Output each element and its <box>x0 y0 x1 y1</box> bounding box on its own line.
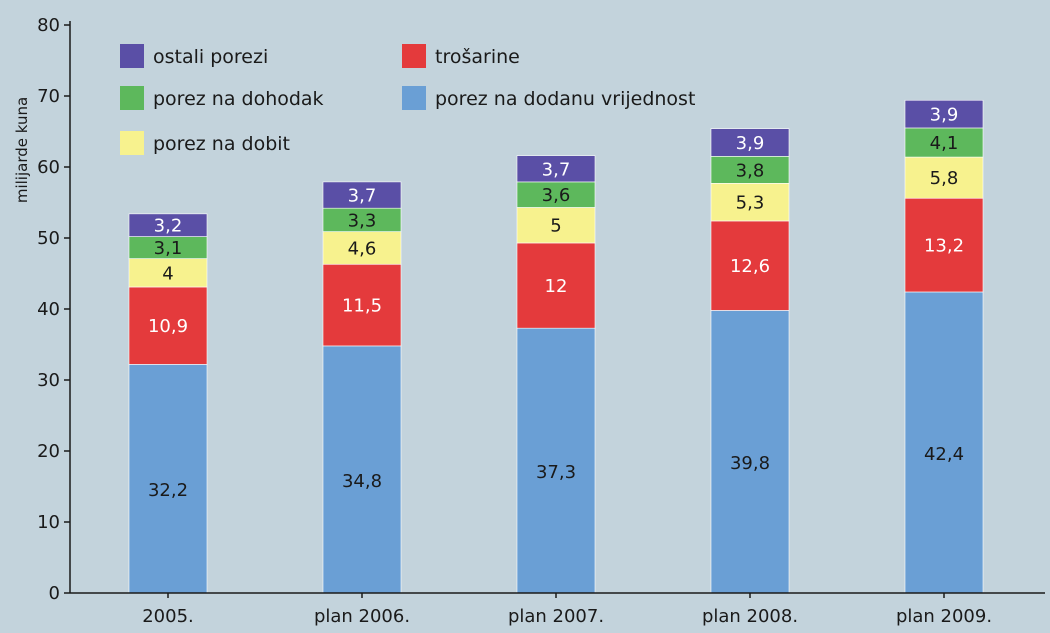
data-label: 11,5 <box>342 296 382 317</box>
bars: 32,210,943,13,234,811,54,63,33,737,31253… <box>128 99 984 594</box>
data-label: 5 <box>550 216 561 237</box>
data-label: 3,8 <box>736 160 765 181</box>
bar-segment <box>904 99 984 129</box>
data-label: 3,1 <box>154 238 183 259</box>
y-tick-label: 20 <box>37 441 60 462</box>
data-label: 3,9 <box>736 133 765 154</box>
data-label: 42,4 <box>924 444 964 465</box>
x-tick-label: plan 2007. <box>508 606 604 627</box>
y-tick-label: 10 <box>37 512 60 533</box>
bar-segment <box>904 197 984 293</box>
legend-item: porez na dohodak <box>120 86 324 110</box>
legend-item: ostali porezi <box>120 44 268 68</box>
bar-segment <box>710 220 790 311</box>
data-label: 3,6 <box>542 185 571 206</box>
legend-swatch <box>402 86 426 110</box>
bar-segment <box>516 327 596 594</box>
legend-label: ostali porezi <box>153 46 268 68</box>
legend-label: trošarine <box>435 46 520 68</box>
bar-segment <box>128 286 208 365</box>
legend-swatch <box>120 44 144 68</box>
x-tick-label: plan 2009. <box>896 606 992 627</box>
bar-stack: 34,8 11,5 4,6 3,3 3,7 <box>322 181 402 594</box>
bar-segment <box>516 181 596 208</box>
data-label: 12,6 <box>730 256 770 277</box>
bar-segment <box>904 127 984 158</box>
y-tick-label: 70 <box>37 86 60 107</box>
bar-segment <box>710 183 790 222</box>
x-tick-label: plan 2006. <box>314 606 410 627</box>
data-label: 4 <box>162 263 173 284</box>
legend-swatch <box>402 44 426 68</box>
bar-segment <box>710 310 790 594</box>
data-label: 13,2 <box>924 236 964 257</box>
legend-label: porez na dodanu vrijednost <box>435 88 695 110</box>
y-tick-label: 50 <box>37 228 60 249</box>
bar-segment <box>710 156 790 184</box>
bar-segment <box>322 345 402 594</box>
data-label: 3,3 <box>348 210 377 231</box>
bar-segment <box>516 242 596 329</box>
x-axis: 2005. plan 2006. plan 2007. plan 2008. plan … <box>70 592 1045 627</box>
y-tick-label: 30 <box>37 370 60 391</box>
x-tick-label: 2005. <box>142 606 194 627</box>
y-tick-label: 40 <box>37 299 60 320</box>
data-label: 3,7 <box>348 186 377 207</box>
data-label: 3,7 <box>542 159 571 180</box>
data-label: 3,9 <box>930 105 959 126</box>
y-tick-label: 0 <box>49 583 60 604</box>
bar-segment <box>128 364 208 594</box>
y-tick-label: 80 <box>37 15 60 36</box>
legend-item: porez na dobit <box>120 131 290 155</box>
bar-segment <box>128 258 208 288</box>
legend-swatch <box>120 86 144 110</box>
bar-stack: 32,2 10,9 4 3,13,2 <box>128 213 208 594</box>
data-label: 4,1 <box>930 133 959 154</box>
legend-item: trošarine <box>402 44 520 68</box>
y-tick-label: 60 <box>37 157 60 178</box>
data-label: 39,8 <box>730 453 770 474</box>
x-tick-label: plan 2008. <box>702 606 798 627</box>
bar-stack: 42,4 13,2 5,8 4,1 3,9 <box>904 99 984 594</box>
bar-segment <box>322 263 402 347</box>
y-axis: 0 10 20 30 40 50 60 70 80 <box>37 15 71 604</box>
bar-segment <box>516 155 596 183</box>
bar-segment <box>128 213 208 237</box>
bar-segment <box>322 181 402 209</box>
bar-segment <box>322 231 402 265</box>
legend: ostali porezi trošarine porez na dohodak po… <box>120 44 695 155</box>
data-label: 3,2 <box>154 216 183 237</box>
bar-stack: 37,3 12 5 3,6 3,7 <box>516 155 596 594</box>
data-label: 4,6 <box>348 238 377 259</box>
data-label: 32,2 <box>148 480 188 501</box>
bar-segment <box>516 207 596 244</box>
bar-segment <box>904 291 984 594</box>
legend-label: porez na dobit <box>153 133 290 155</box>
bar-stack: 39,8 12,6 5,3 3,8 3,9 <box>710 128 790 594</box>
data-label: 34,8 <box>342 471 382 492</box>
data-label: 10,9 <box>148 316 188 337</box>
y-axis-label: milijarde kuna <box>13 97 31 203</box>
legend-item: porez na dodanu vrijednost <box>402 86 695 110</box>
data-label: 5,8 <box>930 168 959 189</box>
bar-segment <box>710 128 790 157</box>
data-label: 37,3 <box>536 462 576 483</box>
data-label: 12 <box>545 276 568 297</box>
legend-label: porez na dohodak <box>153 88 324 110</box>
legend-swatch <box>120 131 144 155</box>
data-label: 5,3 <box>736 193 765 214</box>
bar-segment <box>904 156 984 199</box>
